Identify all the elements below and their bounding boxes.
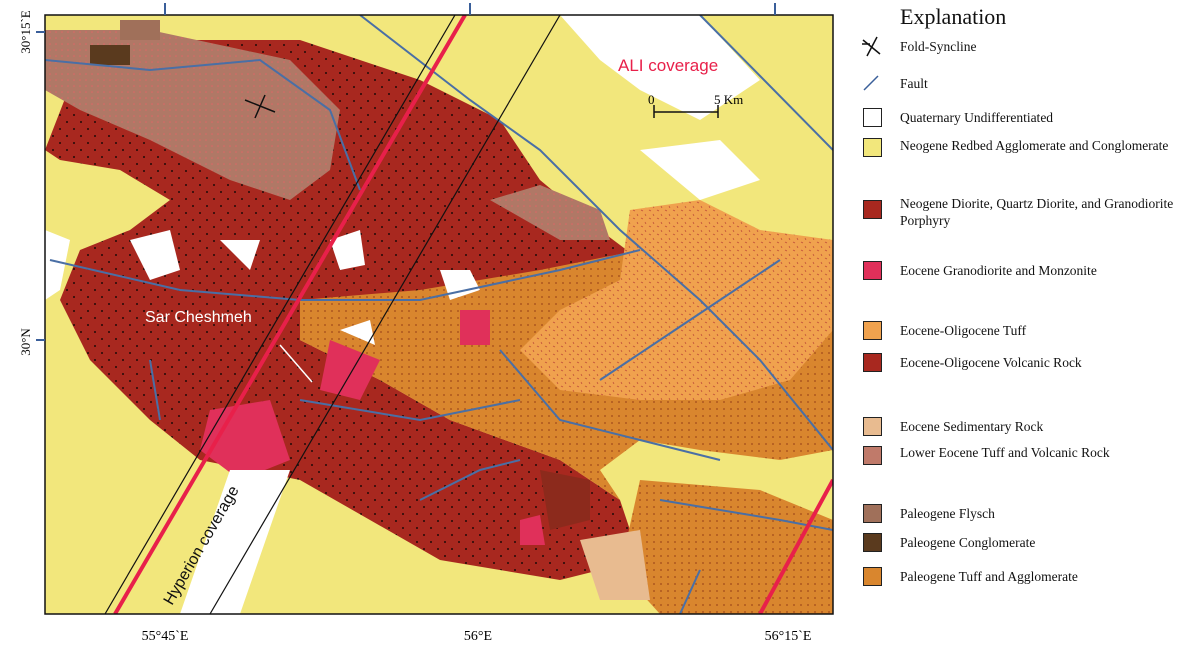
scale-end: 5 Km (714, 92, 743, 107)
legend-swatch (863, 261, 882, 280)
lat-label: 30°N (18, 328, 33, 356)
legend-label: Neogene Redbed Agglomerate and Conglomer… (900, 137, 1180, 154)
legend-title: Explanation (900, 4, 1006, 30)
legend-label: Paleogene Tuff and Agglomerate (900, 568, 1180, 585)
legend-swatch (863, 567, 882, 586)
legend-label: Eocene Sedimentary Rock (900, 418, 1180, 435)
town-label: Sar Cheshmeh (145, 309, 252, 326)
legend-swatch (863, 533, 882, 552)
legend-swatch (863, 417, 882, 436)
lon-label: 55°45`E (142, 629, 189, 644)
legend-swatch (863, 108, 882, 127)
ali-label: ALI coverage (618, 56, 718, 75)
legend-swatch (863, 138, 882, 157)
lat-label: 30°15`E (18, 10, 33, 54)
lon-label: 56°15`E (765, 629, 812, 644)
legend-label: Paleogene Conglomerate (900, 534, 1180, 551)
legend-swatch (863, 504, 882, 523)
legend-label: Fold-Syncline (900, 38, 1180, 55)
legend-label: Quaternary Undifferentiated (900, 109, 1180, 126)
legend-swatch (863, 353, 882, 372)
legend-swatch (863, 321, 882, 340)
lon-label: 56°E (464, 629, 492, 644)
legend-label: Neogene Diorite, Quartz Diorite, and Gra… (900, 195, 1180, 229)
legend-label: Paleogene Flysch (900, 505, 1180, 522)
legend-label: Eocene-Oligocene Volcanic Rock (900, 354, 1180, 371)
legend-swatch (863, 200, 882, 219)
legend-label: Eocene-Oligocene Tuff (900, 322, 1180, 339)
legend-label: Eocene Granodiorite and Monzonite (900, 262, 1180, 279)
legend-swatch (863, 446, 882, 465)
scale-start: 0 (648, 92, 655, 107)
legend-label: Lower Eocene Tuff and Volcanic Rock (900, 444, 1180, 461)
legend-label: Fault (900, 75, 1180, 92)
page: 30°15`E 30°N 55°45`E 56°E 56°15`E ALI co… (0, 0, 1184, 649)
